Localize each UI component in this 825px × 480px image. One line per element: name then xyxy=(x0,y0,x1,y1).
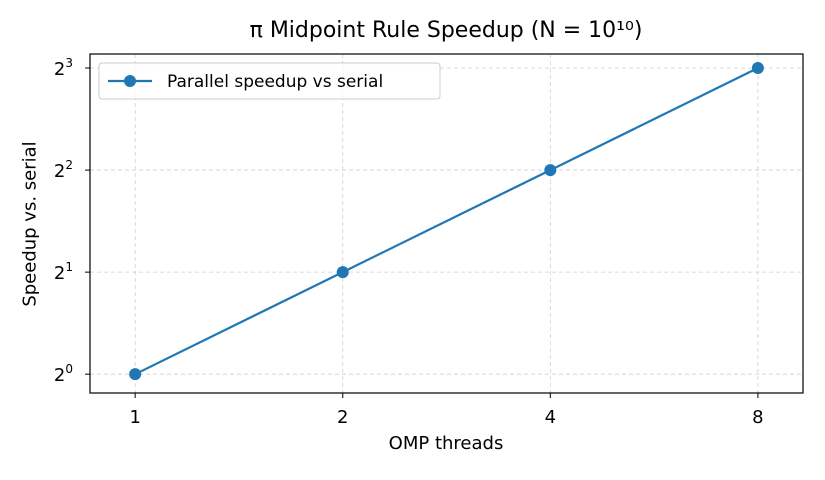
axes-frame xyxy=(89,53,804,394)
legend-box xyxy=(98,62,441,100)
y-axis-label: Speedup vs. serial xyxy=(19,141,41,307)
series-layer xyxy=(129,62,764,381)
x-tick-label: 8 xyxy=(752,407,763,428)
y-tick-label: 20 xyxy=(54,362,73,386)
data-point xyxy=(751,62,764,75)
x-tick-label: 2 xyxy=(337,407,348,428)
x-tick-label: 1 xyxy=(129,407,140,428)
data-point xyxy=(129,368,142,381)
y-tick-label: 23 xyxy=(54,56,73,80)
y-axis-ticks: 20 21 22 23 xyxy=(54,56,90,386)
data-point xyxy=(544,164,557,177)
data-point xyxy=(336,266,349,279)
legend: Parallel speedup vs serial xyxy=(98,62,441,100)
grid xyxy=(90,54,803,393)
x-tick-label: 4 xyxy=(545,407,556,428)
y-axis-label-container: Speedup vs. serial xyxy=(10,54,50,394)
x-axis-label: OMP threads xyxy=(388,433,504,454)
y-tick-label: 21 xyxy=(54,260,73,284)
series-line xyxy=(134,67,759,376)
legend-marker-swatch xyxy=(124,75,136,87)
x-axis-ticks: 1 2 4 8 xyxy=(129,393,764,428)
chart-title: π Midpoint Rule Speedup (N = 10¹⁰) xyxy=(249,18,643,43)
legend-entry-label: Parallel speedup vs serial xyxy=(167,72,383,92)
y-tick-label: 22 xyxy=(54,158,73,182)
